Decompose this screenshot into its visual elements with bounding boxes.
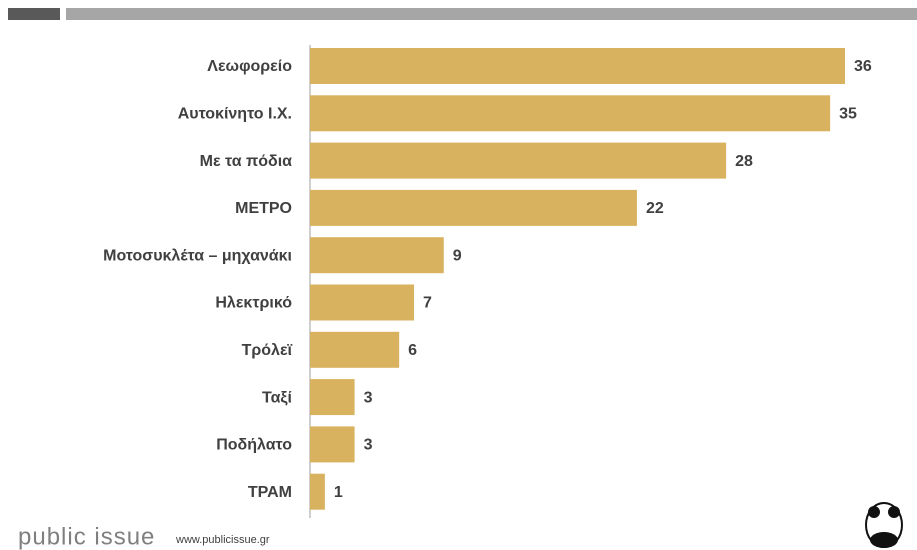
- value-label: 35: [839, 106, 857, 123]
- category-label: Τρόλεϊ: [242, 342, 293, 359]
- value-label: 7: [423, 295, 432, 312]
- bar: [310, 379, 355, 416]
- bar: [310, 189, 637, 226]
- value-label: 22: [646, 200, 664, 217]
- url: www.publicissue.gr: [175, 534, 270, 546]
- category-label: Μοτοσυκλέτα – μηχανάκι: [103, 247, 292, 264]
- bar: [310, 95, 831, 132]
- bar: [310, 426, 355, 463]
- logo: [865, 502, 903, 548]
- bar: [310, 473, 325, 510]
- category-label: Με τα πόδια: [200, 153, 293, 170]
- category-label: Λεωφορείο: [207, 58, 292, 75]
- value-label: 3: [364, 389, 373, 406]
- bar: [310, 48, 845, 84]
- value-label: 1: [334, 484, 343, 501]
- value-label: 36: [854, 58, 872, 75]
- category-label: Ποδήλατο: [216, 437, 292, 454]
- category-label: Αυτοκίνητο Ι.Χ.: [178, 106, 292, 123]
- category-label: ΤΡΑΜ: [248, 484, 292, 501]
- bar: [310, 142, 727, 179]
- bar: [310, 237, 444, 274]
- bar: [310, 331, 400, 368]
- category-label: Ηλεκτρικό: [215, 295, 292, 312]
- value-label: 9: [453, 247, 462, 264]
- header-bar-dark: [8, 8, 60, 20]
- header-bar-light: [66, 8, 917, 20]
- value-label: 28: [735, 153, 753, 170]
- bar: [310, 284, 415, 321]
- category-label: ΜΕΤΡΟ: [235, 200, 292, 217]
- brand: public issue: [18, 523, 155, 550]
- value-label: 3: [364, 437, 373, 454]
- category-label: Ταξί: [262, 389, 292, 406]
- value-label: 6: [408, 342, 417, 359]
